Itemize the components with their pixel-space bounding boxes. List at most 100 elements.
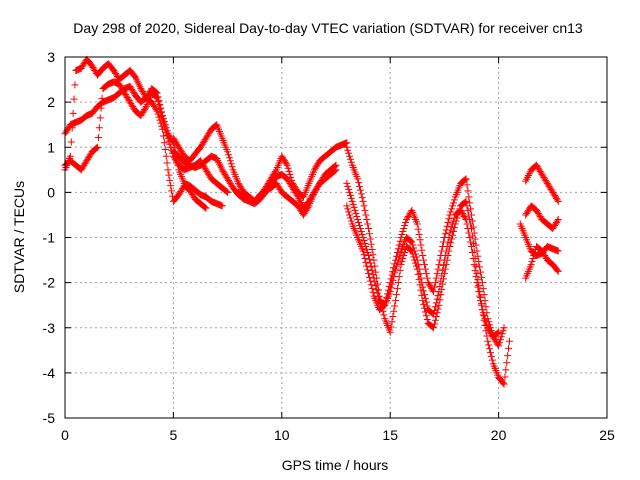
data-point (492, 337, 500, 345)
data-point (177, 146, 185, 154)
data-point (296, 205, 304, 213)
data-point (551, 221, 559, 229)
data-point (477, 297, 485, 305)
data-point (417, 274, 425, 282)
data-point (128, 85, 136, 93)
data-point (418, 246, 426, 254)
data-point (330, 167, 338, 175)
data-point (424, 279, 432, 287)
data-point (225, 154, 233, 162)
data-point (159, 132, 167, 140)
data-point (205, 130, 213, 138)
data-point (272, 179, 280, 187)
data-point (118, 85, 126, 93)
data-point (294, 202, 302, 210)
data-point (549, 188, 557, 196)
data-point (355, 221, 363, 229)
data-point (485, 341, 493, 349)
data-point (432, 299, 440, 307)
data-point (542, 253, 550, 261)
data-point (533, 163, 541, 171)
data-point (84, 155, 92, 163)
data-point (362, 258, 370, 266)
data-point (80, 161, 88, 169)
data-point (173, 140, 181, 148)
data-point (486, 345, 494, 353)
data-point (226, 157, 234, 165)
data-point (302, 206, 310, 214)
data-point (331, 167, 339, 175)
data-point (79, 163, 87, 171)
data-point (218, 202, 226, 210)
data-point (473, 279, 481, 287)
data-point (431, 279, 439, 287)
data-point (301, 208, 309, 216)
data-point (461, 198, 469, 206)
data-point (288, 182, 296, 190)
data-point (480, 312, 488, 320)
data-point (161, 146, 169, 154)
x-tick-label: 0 (61, 427, 69, 443)
data-point (131, 72, 139, 80)
data-point (468, 243, 475, 251)
data-point (159, 119, 167, 127)
data-point (390, 273, 398, 281)
data-point (80, 60, 88, 68)
data-point (367, 240, 375, 248)
data-point (475, 288, 483, 296)
data-point (71, 81, 79, 89)
x-tick-label: 25 (599, 427, 615, 443)
data-point (481, 315, 489, 323)
data-point (162, 152, 170, 160)
data-point (92, 145, 100, 153)
data-point (356, 224, 364, 232)
data-point (219, 167, 227, 175)
data-point (282, 160, 290, 168)
data-point (459, 211, 467, 219)
data-point (170, 136, 178, 144)
data-point (156, 105, 164, 113)
data-point (278, 152, 286, 160)
data-point (116, 82, 124, 90)
data-point (465, 229, 473, 237)
data-point (389, 312, 397, 320)
data-point (475, 258, 483, 266)
data-point (503, 359, 511, 367)
data-point (168, 187, 176, 195)
data-point (552, 194, 560, 202)
data-point (393, 259, 401, 267)
data-point (274, 182, 282, 190)
data-point (450, 214, 458, 222)
data-point (462, 215, 470, 223)
data-point (493, 330, 501, 338)
data-point (198, 140, 206, 148)
data-point (155, 101, 163, 109)
data-point (299, 211, 307, 219)
data-point (299, 192, 307, 200)
data-point (474, 252, 482, 260)
data-point (409, 241, 417, 249)
data-point (460, 212, 468, 220)
data-point (421, 261, 429, 269)
data-point (400, 224, 408, 232)
data-point (393, 285, 401, 293)
y-tick-label: -1 (43, 230, 56, 246)
data-point (535, 166, 543, 174)
data-point (539, 249, 547, 257)
data-point (90, 65, 98, 73)
data-point (394, 279, 402, 287)
data-point (160, 139, 168, 147)
data-point (541, 252, 549, 260)
data-point (344, 182, 352, 190)
data-point (476, 292, 484, 300)
data-point (176, 189, 184, 197)
data-point (201, 203, 209, 211)
data-point (441, 252, 449, 260)
data-point (549, 224, 557, 232)
data-point (224, 175, 232, 183)
data-points (61, 55, 562, 388)
data-point (346, 211, 354, 219)
data-point (283, 175, 291, 183)
data-point (279, 154, 287, 162)
